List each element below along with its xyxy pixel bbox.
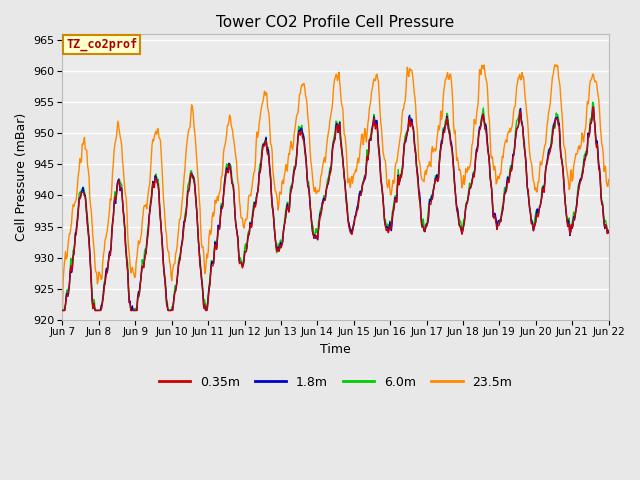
Title: Tower CO2 Profile Cell Pressure: Tower CO2 Profile Cell Pressure xyxy=(216,15,454,30)
Y-axis label: Cell Pressure (mBar): Cell Pressure (mBar) xyxy=(15,113,28,241)
Legend: 0.35m, 1.8m, 6.0m, 23.5m: 0.35m, 1.8m, 6.0m, 23.5m xyxy=(154,371,518,394)
Text: TZ_co2prof: TZ_co2prof xyxy=(66,37,138,51)
X-axis label: Time: Time xyxy=(320,343,351,356)
